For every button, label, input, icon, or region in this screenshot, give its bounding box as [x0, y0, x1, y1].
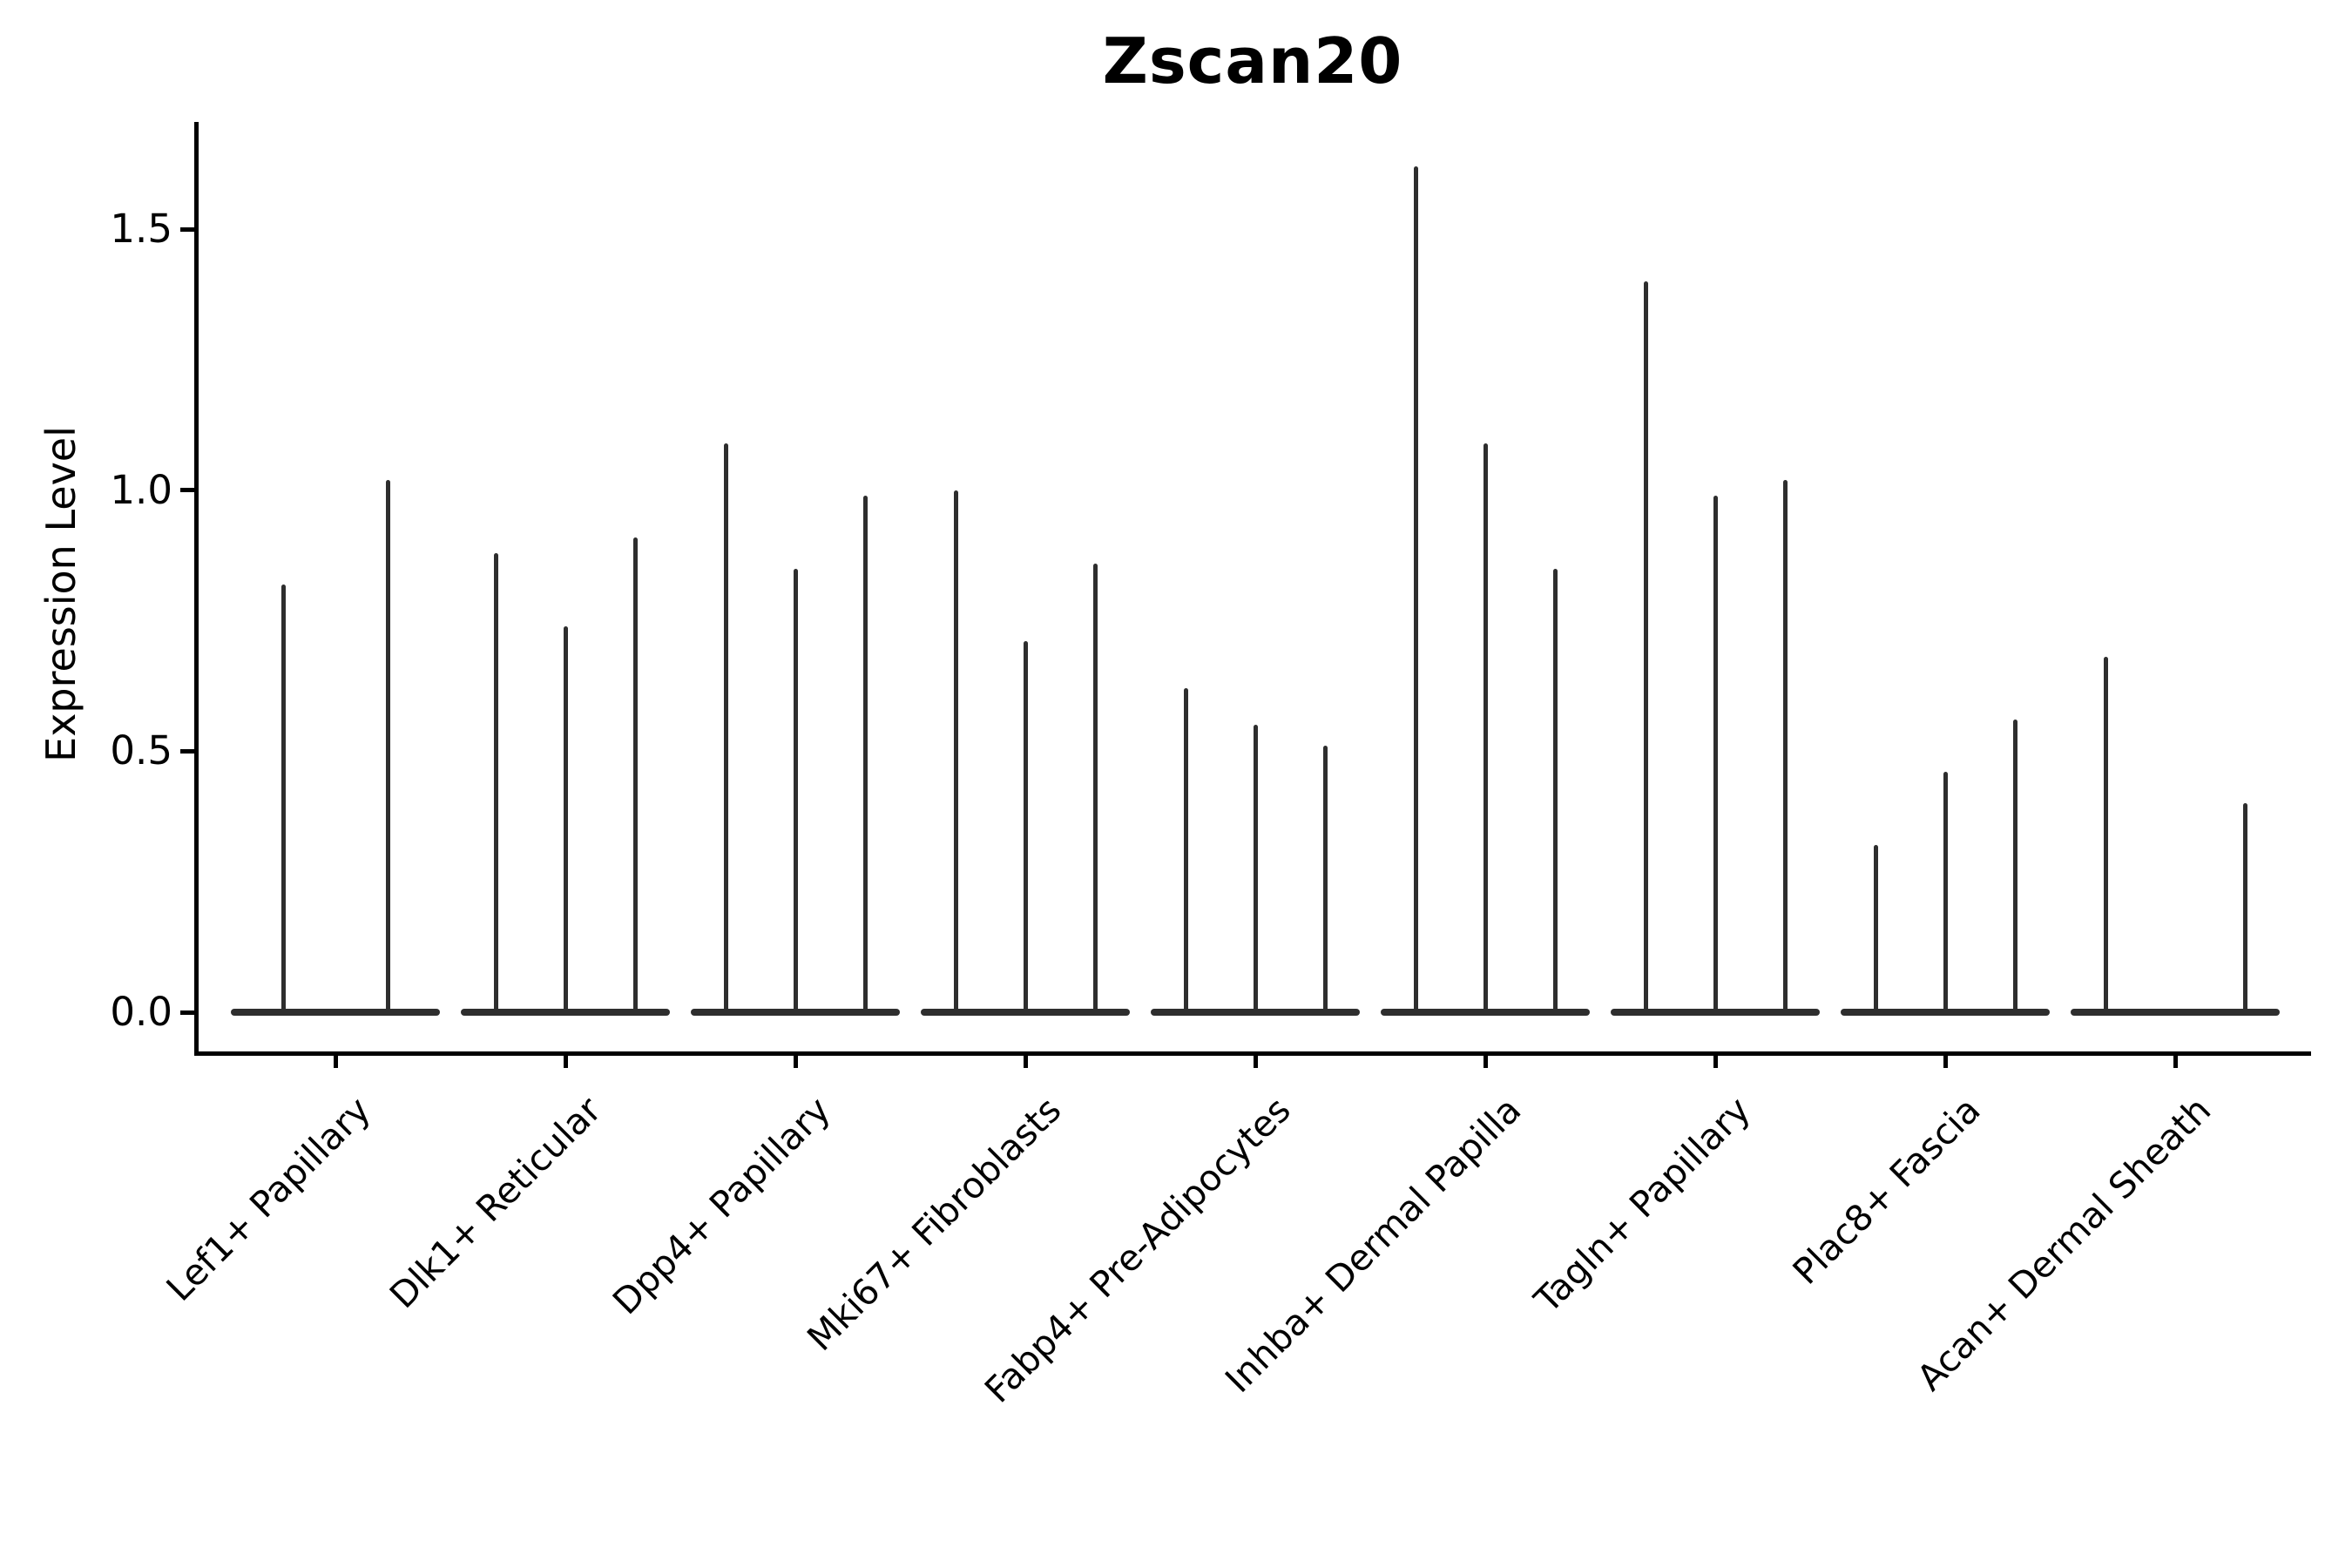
- x-axis-spine: [194, 1051, 2311, 1056]
- violin-spike: [1023, 641, 1028, 1012]
- violin-spike: [1643, 280, 1648, 1012]
- violin-baseline: [1841, 1009, 2050, 1016]
- violin-baseline: [1381, 1009, 1590, 1016]
- x-tick: [793, 1054, 798, 1068]
- y-tick: [180, 488, 197, 493]
- x-tick: [1943, 1054, 1948, 1068]
- x-tick-label: Dlk1+ Reticular: [381, 1089, 609, 1317]
- violin-spike: [862, 495, 868, 1012]
- violin-spike: [1322, 746, 1328, 1012]
- x-tick: [333, 1054, 338, 1068]
- x-tick-label: Dpp4+ Papillary: [605, 1089, 839, 1323]
- violin-spike: [385, 479, 390, 1012]
- violin-spike: [1943, 772, 1948, 1012]
- violin-spike: [1253, 725, 1258, 1012]
- violin-spike: [493, 552, 498, 1012]
- violin-spike: [1483, 443, 1488, 1012]
- violin-spike: [1782, 479, 1788, 1012]
- chart-title: Zscan20: [1102, 24, 1403, 98]
- violin-spike: [723, 443, 728, 1012]
- x-tick: [2173, 1054, 2178, 1068]
- x-tick-label: Tagln+ Papillary: [1526, 1089, 1759, 1321]
- y-tick: [180, 226, 197, 232]
- x-tick: [1253, 1054, 1258, 1068]
- violin-spike: [632, 537, 638, 1012]
- violin-spike: [1092, 563, 1098, 1012]
- x-tick-label: Lef1+ Papillary: [159, 1089, 379, 1309]
- violin-spike: [2012, 720, 2017, 1012]
- violin-spike: [953, 490, 958, 1012]
- violin-baseline: [1151, 1009, 1360, 1016]
- violin-baseline: [1611, 1009, 1820, 1016]
- y-tick-label: 0.0: [110, 989, 172, 1035]
- y-tick: [180, 1010, 197, 1015]
- y-tick-label: 1.0: [110, 466, 172, 513]
- violin-spike: [1873, 845, 1878, 1012]
- x-tick: [1483, 1054, 1488, 1068]
- violin-baseline: [921, 1009, 1130, 1016]
- violin-spike: [1713, 495, 1718, 1012]
- violin-spike: [2103, 657, 2108, 1012]
- violin-baseline: [2071, 1009, 2280, 1016]
- violin-baseline: [461, 1009, 670, 1016]
- violin-spike: [280, 584, 286, 1012]
- x-tick: [563, 1054, 568, 1068]
- y-axis-spine: [194, 122, 199, 1054]
- violin-spike: [1552, 568, 1558, 1012]
- violin-spike: [1183, 688, 1188, 1012]
- violin-spike: [2242, 803, 2247, 1012]
- y-tick-label: 0.5: [110, 727, 172, 774]
- y-tick-label: 1.5: [110, 206, 172, 253]
- x-tick-label: Plac8+ Fascia: [1785, 1089, 1989, 1293]
- y-axis-label: Expression Level: [37, 426, 84, 762]
- violin-baseline: [231, 1009, 440, 1016]
- violin-spike: [1413, 166, 1418, 1012]
- violin-baseline: [691, 1009, 900, 1016]
- y-tick: [180, 748, 197, 754]
- x-tick: [1713, 1054, 1718, 1068]
- violin-spike: [793, 568, 798, 1012]
- x-tick-label: Mki67+ Fibroblasts: [798, 1089, 1069, 1360]
- x-tick: [1023, 1054, 1028, 1068]
- violin-spike: [563, 625, 568, 1012]
